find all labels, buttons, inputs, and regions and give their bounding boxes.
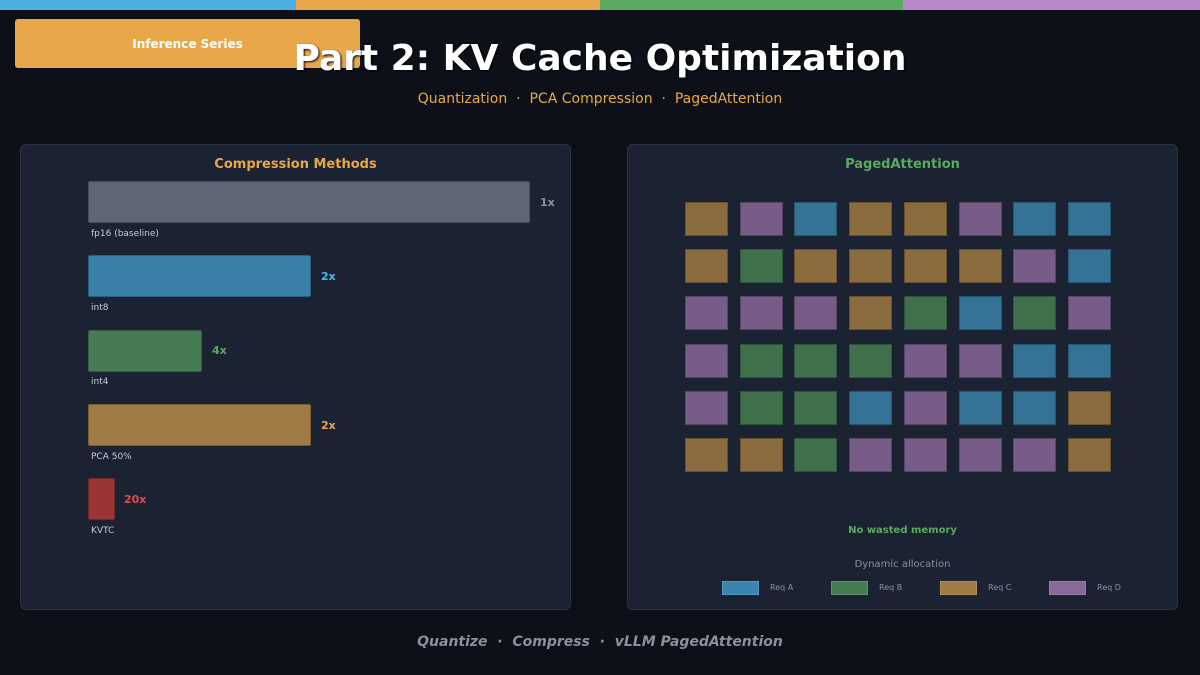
memory-block-req-b [903,296,947,331]
legend-label-req-c: Req C [988,583,1012,592]
memory-block-req-d [958,438,1002,472]
memory-block-req-c [1067,390,1111,425]
memory-block-req-d [1013,438,1057,472]
dynamic-allocation-caption: Dynamic allocation [854,559,951,570]
memory-block-req-c [685,249,728,284]
bar-label-kvtc: KVTC [91,526,115,536]
memory-block-req-b [739,249,783,284]
memory-block-req-c [903,249,947,284]
compression-panel-title: Compression Methods [214,157,377,172]
memory-block-req-d [685,296,728,331]
memory-block-req-d [685,390,728,425]
memory-block-req-d [739,202,783,236]
memory-block-req-c [849,296,893,331]
memory-block-req-d [1067,296,1111,331]
memory-block-req-c [849,202,893,236]
memory-block-req-c [1067,438,1111,472]
accent-stripe-blue [0,0,296,10]
memory-block-req-c [739,438,783,472]
memory-block-req-c [903,202,947,236]
series-badge: Inference Series [15,19,360,68]
memory-block-req-c [685,438,728,472]
bar-value-int4: 4x [212,344,227,357]
memory-block-req-a [1067,249,1111,284]
series-badge-label: Inference Series [132,36,243,51]
bar-value-kvtc: 20x [124,493,147,506]
accent-stripe-green [600,0,903,10]
memory-block-req-d [903,438,947,472]
compression-methods-panel: Compression Methods 1x fp16 (baseline) 2… [20,144,571,610]
memory-block-req-b [739,343,783,378]
memory-block-req-a [1013,202,1057,236]
bar-value-pca: 2x [321,419,336,432]
legend-swatch-req-d [1049,581,1086,595]
paged-attention-panel: PagedAttention No wasted memory Dynamic … [627,144,1178,610]
memory-block-req-b [739,390,783,425]
accent-stripe-orange [296,0,600,10]
memory-block-req-b [849,343,893,378]
memory-block-req-a [1067,202,1111,236]
paged-panel-title: PagedAttention [845,157,960,172]
memory-block-req-b [794,390,838,425]
memory-block-req-d [739,296,783,331]
memory-block-req-d [1013,249,1057,284]
legend-label-req-a: Req A [770,583,794,592]
memory-block-req-d [958,343,1002,378]
memory-block-req-c [794,249,838,284]
bar-label-pca: PCA 50% [91,452,132,462]
page-title: Part 2: KV Cache Optimization [293,38,907,79]
memory-block-req-a [1013,390,1057,425]
memory-block-req-d [685,343,728,378]
accent-stripe-purple [903,0,1200,10]
memory-block-req-d [903,343,947,378]
footer-tagline: Quantize · Compress · vLLM PagedAttentio… [417,634,783,650]
memory-block-req-d [849,438,893,472]
bar-pca [88,404,311,446]
memory-block-req-a [958,296,1002,331]
memory-block-req-d [903,390,947,425]
no-waste-note: No wasted memory [848,525,957,536]
bar-label-int8: int8 [91,303,109,313]
memory-block-req-b [794,343,838,378]
memory-block-req-c [849,249,893,284]
page-subtitle: Quantization · PCA Compression · PagedAt… [417,91,783,107]
bar-label-int4: int4 [91,377,109,387]
memory-block-req-d [958,202,1002,236]
legend-swatch-req-b [831,581,868,595]
bar-int8 [88,255,311,297]
memory-block-req-a [794,202,838,236]
bar-value-int8: 2x [321,270,336,283]
bar-value-fp16: 1x [540,196,555,209]
bar-label-fp16: fp16 (baseline) [91,229,159,239]
memory-block-req-d [794,296,838,331]
memory-block-req-a [1013,343,1057,378]
legend-swatch-req-a [722,581,759,595]
memory-block-req-b [794,438,838,472]
memory-block-req-a [1067,343,1111,378]
bar-int4 [88,330,202,372]
legend-label-req-d: Req D [1097,583,1121,592]
memory-block-req-c [685,202,728,236]
legend-swatch-req-c [940,581,977,595]
bar-kvtc [88,478,115,520]
legend-label-req-b: Req B [879,583,903,592]
memory-block-req-a [849,390,893,425]
bar-fp16 [88,181,530,223]
memory-block-req-c [958,249,1002,284]
memory-block-req-b [1013,296,1057,331]
memory-block-req-a [958,390,1002,425]
